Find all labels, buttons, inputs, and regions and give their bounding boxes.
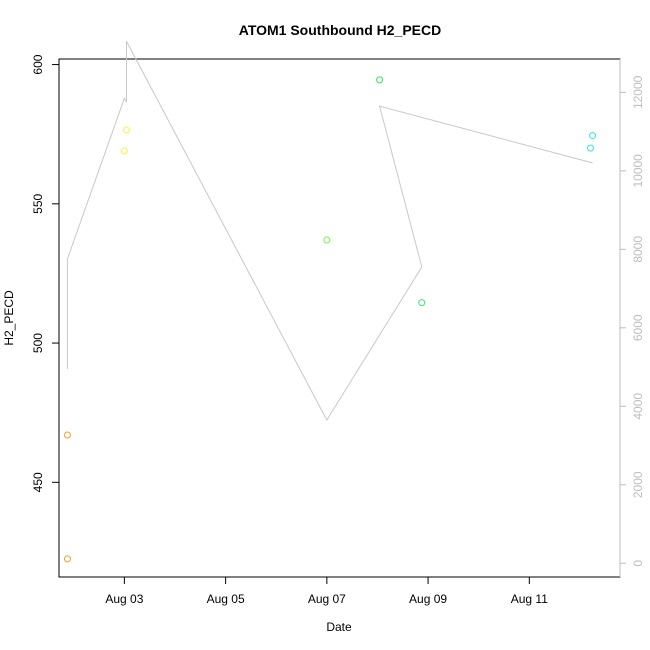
y2-tick-label: 6000 bbox=[631, 314, 645, 341]
x-tick-label: Aug 03 bbox=[105, 592, 143, 606]
y-axis-ticks: 450 500 550 600 bbox=[31, 54, 59, 492]
y-tick-label: 600 bbox=[31, 54, 45, 74]
data-point bbox=[418, 299, 426, 307]
x-axis-label: Date bbox=[326, 620, 352, 634]
data-point bbox=[586, 144, 594, 152]
chart-title: ATOM1 Southbound H2_PECD bbox=[239, 22, 441, 38]
y-tick-label: 500 bbox=[31, 333, 45, 353]
y2-tick-label: 10000 bbox=[631, 154, 645, 188]
data-point bbox=[63, 555, 71, 563]
x-axis-ticks: Aug 03 Aug 05 Aug 07 Aug 09 Aug 11 bbox=[105, 577, 548, 606]
y-axis-label: H2_PECD bbox=[2, 290, 16, 346]
data-point bbox=[323, 236, 331, 244]
x-tick-label: Aug 09 bbox=[409, 592, 447, 606]
secondary-series-line bbox=[66, 41, 593, 422]
y2-tick-label: 2000 bbox=[631, 471, 645, 498]
y2-axis-ticks: 0 2000 4000 6000 8000 10000 12000 bbox=[620, 75, 645, 567]
plot-frame bbox=[58, 58, 621, 578]
data-point bbox=[122, 126, 130, 134]
y2-tick-label: 0 bbox=[631, 560, 645, 567]
y2-tick-label: 12000 bbox=[631, 75, 645, 109]
secondary-series bbox=[66, 41, 593, 422]
y2-tick-label: 8000 bbox=[631, 236, 645, 263]
data-point bbox=[63, 431, 71, 439]
data-points bbox=[63, 76, 597, 563]
x-tick-label: Aug 05 bbox=[207, 592, 245, 606]
y2-tick-label: 4000 bbox=[631, 393, 645, 420]
data-point bbox=[589, 132, 597, 140]
x-tick-label: Aug 07 bbox=[308, 592, 346, 606]
y-tick-label: 450 bbox=[31, 472, 45, 492]
x-tick-label: Aug 11 bbox=[511, 592, 548, 606]
data-point bbox=[376, 76, 384, 84]
y-tick-label: 550 bbox=[31, 193, 45, 213]
data-point bbox=[120, 147, 128, 155]
